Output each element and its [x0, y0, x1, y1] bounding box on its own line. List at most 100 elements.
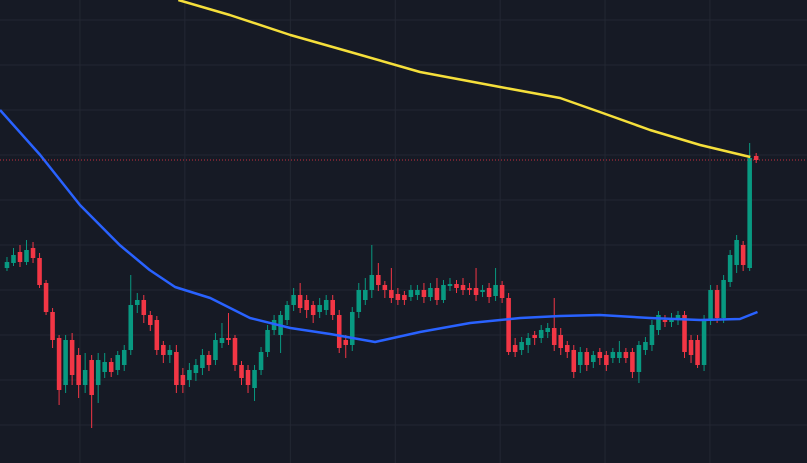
candle-body [245, 370, 251, 385]
candle-body [63, 340, 68, 385]
candle-body [630, 352, 635, 372]
candle-body [454, 284, 459, 288]
candle-body [467, 288, 472, 290]
candle-body [121, 350, 127, 365]
candle-body [578, 352, 583, 365]
candle-body [727, 255, 733, 282]
candle-body [134, 300, 140, 305]
candle-body [460, 285, 466, 290]
candle-body [571, 350, 577, 372]
candle-body [102, 362, 107, 372]
candle-body [434, 288, 440, 300]
moving-average-line [177, 0, 751, 159]
candle-body [317, 305, 322, 312]
candle-body [304, 300, 309, 310]
candle-body [154, 320, 160, 350]
candle-body [4, 262, 10, 268]
candle-body [421, 290, 427, 297]
candle-body [363, 290, 368, 300]
candle-body [206, 355, 212, 365]
candle-body [174, 352, 179, 385]
candle-body [499, 285, 505, 298]
candle-body [115, 355, 121, 370]
candle-body [148, 315, 153, 325]
candle-body [265, 330, 270, 352]
candle-body [551, 328, 557, 345]
candle-body [310, 305, 316, 315]
candle-body [24, 250, 29, 262]
candle-body [11, 255, 16, 263]
candle-body [643, 342, 648, 350]
candle-body [82, 370, 88, 385]
candle-body [480, 290, 485, 292]
candle-body [564, 345, 570, 352]
candle-body [493, 285, 498, 296]
candle-body [323, 300, 329, 310]
candle-body [330, 300, 335, 315]
candle-body [584, 352, 590, 365]
candle-body [428, 288, 433, 297]
candle-body [50, 312, 55, 340]
candle-body [167, 350, 173, 355]
candle-body [636, 345, 642, 372]
candle-body [226, 338, 231, 340]
candle-body [108, 362, 114, 372]
candle-body [128, 305, 134, 350]
candle-body [213, 340, 218, 360]
candle-body [506, 298, 511, 352]
candle-body [187, 370, 192, 380]
candle-body [701, 320, 707, 365]
candle-body [161, 345, 166, 355]
candle-body [284, 305, 290, 320]
candle-body [604, 355, 609, 365]
candle-body [180, 375, 186, 385]
candle-body [382, 285, 388, 290]
candle-body [486, 288, 492, 297]
candle-body [141, 300, 147, 315]
candle-body [343, 340, 349, 345]
candle-body [695, 340, 700, 365]
candle-body [349, 312, 355, 345]
candle-body [193, 365, 199, 373]
candle-body [356, 290, 362, 312]
candle-body [258, 352, 264, 370]
candle-body [89, 360, 94, 395]
candle-body [76, 355, 81, 385]
candle-body [389, 290, 394, 298]
candle-body [545, 328, 550, 332]
candle-body [395, 294, 401, 300]
candle-body [623, 352, 629, 358]
candle-body [682, 315, 687, 352]
candle-body [662, 320, 668, 322]
candle-body [95, 360, 101, 385]
candle-body [239, 365, 244, 378]
candle-body [591, 355, 596, 362]
candle-body [441, 285, 446, 300]
candle-body [708, 290, 713, 320]
candle-body [376, 275, 381, 285]
candle-body [37, 258, 42, 285]
candle-body [538, 330, 544, 338]
candle-body [519, 342, 524, 350]
candle-body [753, 156, 759, 160]
candle-body [69, 340, 75, 375]
candle-body [597, 352, 603, 358]
candle-body [656, 315, 661, 330]
candle-body [200, 355, 205, 368]
candle-body [649, 325, 655, 345]
moving-average-line [0, 109, 758, 344]
candle-body [30, 248, 36, 258]
candle-body [219, 338, 225, 343]
candle-body [369, 275, 375, 290]
candle-body [512, 345, 518, 352]
candle-body [447, 284, 453, 286]
candle-body [415, 290, 420, 295]
candle-body [43, 283, 49, 312]
candle-body [740, 245, 746, 265]
candle-body [747, 158, 752, 268]
candle-body [688, 340, 694, 355]
candle-body [473, 288, 479, 295]
